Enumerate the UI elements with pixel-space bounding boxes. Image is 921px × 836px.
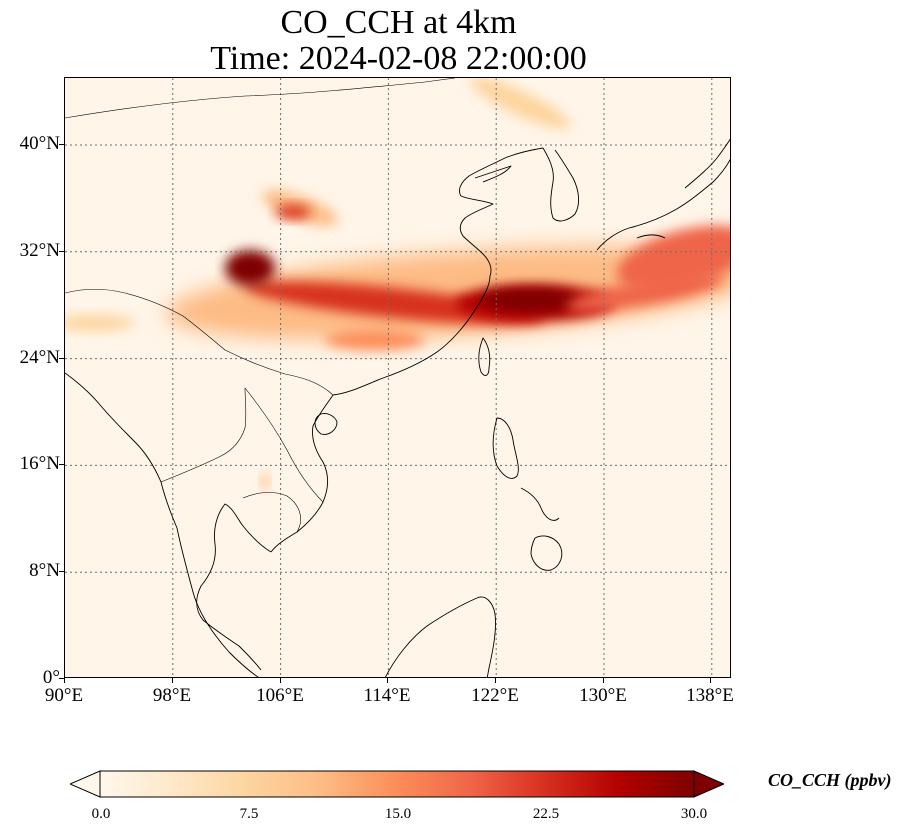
lat-tick-label-8: 8°N	[29, 560, 60, 581]
plume-broad-halo	[165, 246, 730, 340]
lat-tick-mark	[59, 358, 64, 359]
china-southwest-border	[65, 288, 334, 396]
lat-tick-mark	[59, 678, 64, 679]
lat-tick-label-40: 40°N	[19, 133, 60, 154]
lat-tick-label-16: 16°N	[19, 453, 60, 474]
map-gridlines	[65, 78, 730, 677]
hainan-island	[314, 413, 338, 435]
lon-tick-label-130: 130°E	[579, 685, 627, 706]
colorbar-tick-7-5: 7.5	[239, 806, 259, 822]
lon-tick-label-138: 138°E	[686, 685, 734, 706]
shandong-peninsula	[474, 165, 512, 183]
coastlines	[65, 138, 730, 677]
plume-north-core	[275, 205, 311, 219]
plot-title-line-2: Time: 2024-02-08 22:00:00	[210, 40, 587, 77]
thailand-border	[160, 387, 247, 483]
plume-main-band	[245, 281, 545, 325]
taiwan-island	[478, 337, 491, 376]
lat-tick-label-0: 0°	[42, 667, 60, 688]
colorbar-label: CO_CCH (ppbv)	[768, 770, 892, 790]
japan-shikoku	[636, 234, 666, 239]
myanmar-coast	[65, 372, 178, 529]
lat-tick-mark	[59, 144, 64, 145]
lon-tick-label-114: 114°E	[363, 685, 411, 706]
colorbar-extend-max	[693, 770, 724, 798]
colorbar-extend-min	[70, 770, 101, 798]
colorbar-tick-15: 15.0	[384, 806, 412, 822]
gulf-of-thailand	[196, 503, 272, 671]
lon-tick-mark	[172, 678, 173, 683]
plume-northeast-diffuse	[469, 78, 571, 129]
plume-core-max	[480, 288, 580, 312]
plot-title-line-1: CO_CCH at 4km	[280, 4, 517, 41]
plume-pacific-streak	[566, 274, 724, 312]
lon-tick-mark	[710, 678, 711, 683]
lon-tick-label-90: 90°E	[44, 685, 84, 706]
co-concentration-field	[65, 78, 730, 489]
lat-tick-label-24: 24°N	[19, 347, 60, 368]
lon-tick-mark	[280, 678, 281, 683]
malay-peninsula	[176, 527, 259, 677]
philippines-mindanao	[530, 535, 563, 571]
china-north-border	[65, 78, 456, 119]
lon-tick-mark	[603, 678, 604, 683]
lon-tick-label-106: 106°E	[256, 685, 304, 706]
china-coastline	[332, 147, 544, 396]
colorbar	[70, 770, 724, 798]
plume-laos-spot	[260, 475, 270, 489]
plume-south-band	[325, 330, 425, 350]
lat-tick-mark	[59, 464, 64, 465]
colorbar-tick-30: 30.0	[680, 806, 708, 822]
map-plot-area	[64, 77, 731, 678]
lon-tick-label-122: 122°E	[471, 685, 519, 706]
japan-hokkaido-coast	[684, 138, 730, 189]
philippines-luzon	[492, 417, 519, 479]
cambodia-border	[242, 492, 301, 533]
philippines-visayas	[520, 487, 560, 521]
colorbar-tick-0: 0.0	[91, 806, 111, 822]
country-borders	[65, 78, 456, 533]
lon-tick-label-98: 98°E	[152, 685, 192, 706]
korea-peninsula	[542, 147, 580, 222]
map-canvas	[65, 78, 730, 677]
lon-tick-mark	[387, 678, 388, 683]
lat-tick-mark	[59, 251, 64, 252]
colorbar-graphic	[70, 770, 724, 798]
lon-tick-mark	[64, 678, 65, 683]
lat-tick-label-32: 32°N	[19, 240, 60, 261]
borneo-coast	[385, 596, 496, 677]
plume-west-strip	[65, 315, 135, 331]
plume-core-west	[225, 250, 275, 286]
colorbar-gradient	[99, 770, 695, 798]
vietnam-coast	[270, 394, 334, 553]
laos-vietnam-border	[244, 387, 324, 503]
plume-japan-broad	[616, 225, 730, 291]
colorbar-tick-22-5: 22.5	[532, 806, 560, 822]
japan-kyushu-honshu	[596, 158, 730, 251]
lat-tick-mark	[59, 571, 64, 572]
lon-tick-mark	[495, 678, 496, 683]
